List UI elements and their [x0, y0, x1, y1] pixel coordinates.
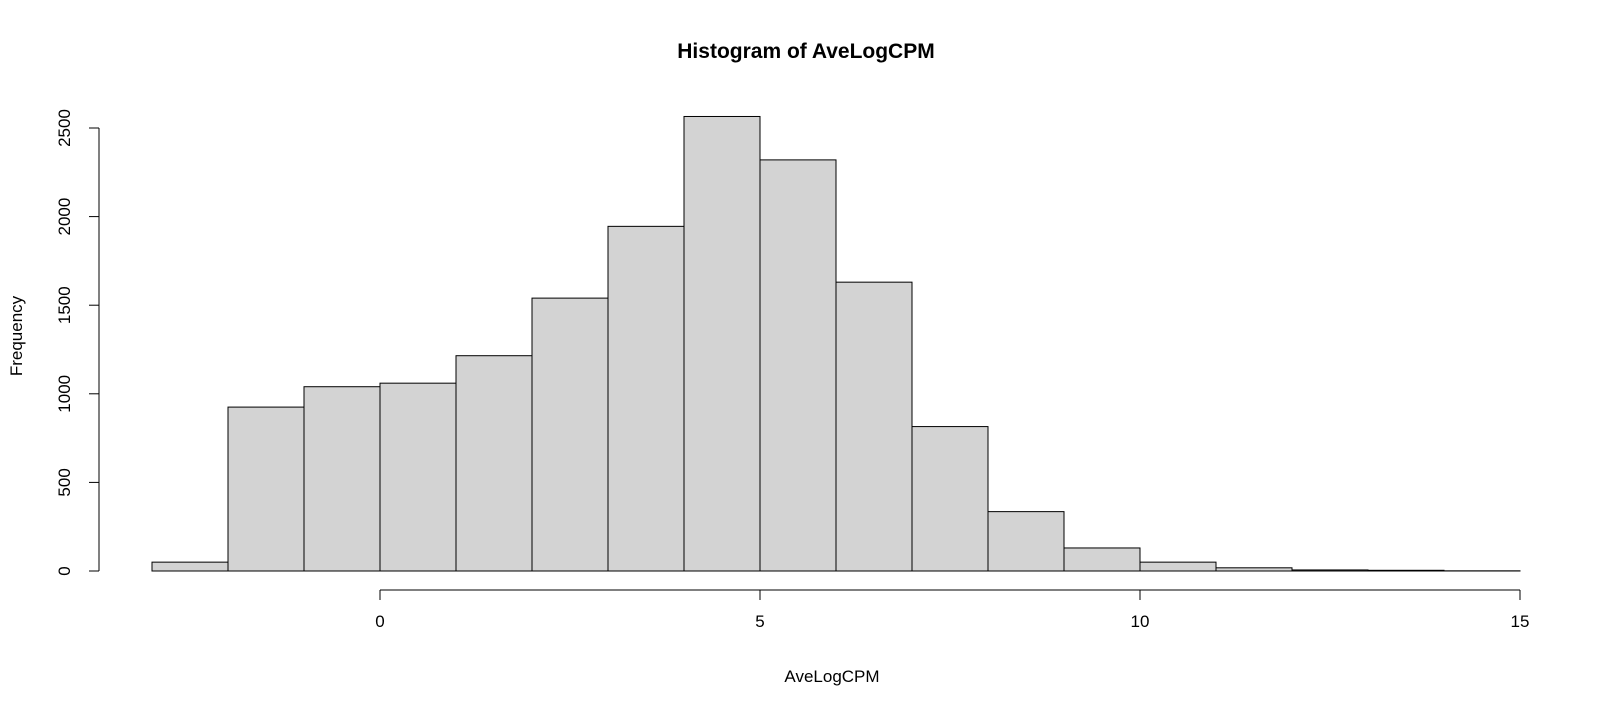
- bars: [152, 116, 1520, 571]
- histogram-bar: [152, 562, 228, 571]
- histogram-bar: [912, 427, 988, 571]
- x-axis-label: AveLogCPM: [784, 667, 879, 686]
- y-tick-label: 2500: [55, 109, 74, 147]
- histogram-bar: [608, 226, 684, 571]
- x-tick-label: 0: [375, 612, 384, 631]
- x-tick-label: 15: [1511, 612, 1530, 631]
- histogram-bar: [456, 356, 532, 571]
- y-axis-label: Frequency: [7, 295, 26, 376]
- histogram-bar: [684, 116, 760, 571]
- histogram-bar: [380, 383, 456, 571]
- chart-title: Histogram of AveLogCPM: [677, 40, 934, 63]
- histogram-bar: [1368, 570, 1444, 571]
- y-tick-label: 2000: [55, 198, 74, 236]
- histogram-bar: [1140, 562, 1216, 571]
- histogram-bar: [1064, 548, 1140, 571]
- y-tick-label: 1500: [55, 286, 74, 324]
- y-axis: 0 500 1000 1500 2000 2500: [55, 109, 99, 576]
- x-tick-label: 10: [1131, 612, 1150, 631]
- histogram-bar: [1216, 568, 1292, 571]
- histogram-bar: [228, 407, 304, 571]
- histogram-bar: [760, 160, 836, 571]
- histogram-bar: [836, 282, 912, 571]
- histogram-bar: [988, 512, 1064, 571]
- x-axis: 0 5 10 15: [375, 590, 1529, 631]
- histogram-bar: [1292, 570, 1368, 571]
- y-tick-label: 0: [55, 566, 74, 575]
- y-tick-label: 1000: [55, 375, 74, 413]
- y-tick-label: 500: [55, 468, 74, 496]
- x-tick-label: 5: [755, 612, 764, 631]
- histogram-bar: [532, 298, 608, 571]
- histogram-bar: [304, 387, 380, 571]
